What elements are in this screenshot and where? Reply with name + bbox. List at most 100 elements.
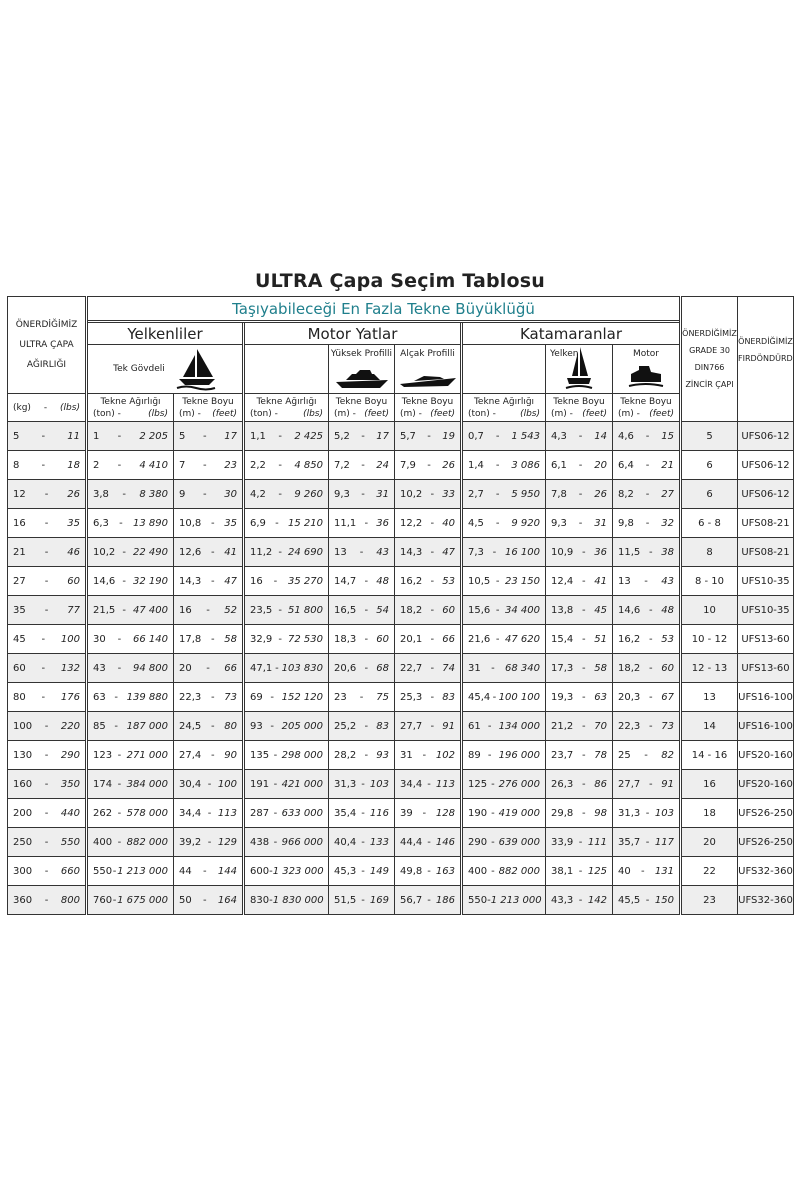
- metric-value: 39,2: [179, 836, 202, 848]
- separator: -: [278, 546, 282, 558]
- imperial-value: 14: [594, 430, 607, 442]
- metric-value: 250: [13, 836, 33, 848]
- value-pair: 14,6-48: [614, 605, 680, 616]
- value-cell: 40-131: [612, 856, 681, 886]
- metric-value: 10,8: [179, 517, 202, 529]
- header-line: DIN766: [694, 363, 725, 372]
- value-cell: 39,2-129: [173, 827, 244, 857]
- imperial-value: 4 850: [294, 459, 323, 471]
- low-profile-label: Alçak Profilli: [400, 349, 455, 359]
- metric-value: 4,2: [250, 488, 266, 500]
- value-pair: 262-578 000: [90, 807, 173, 819]
- separator: -: [44, 604, 49, 616]
- separator: -: [645, 517, 650, 529]
- value-pair: 14,3-47: [396, 547, 461, 558]
- imperial-value: 77: [67, 604, 80, 616]
- separator: -: [364, 720, 369, 732]
- imperial-value: 15 210: [287, 517, 323, 529]
- value-cell: 4,5-9 920: [460, 508, 546, 538]
- swivel-header: ÖNERDİĞİMİZ FIRDÖNDÜRDÜ: [737, 296, 794, 422]
- chain-size-cell: 6 - 8: [679, 508, 738, 538]
- imperial-value: 131: [654, 865, 674, 877]
- value-pair: 1,4-3 086: [465, 460, 545, 471]
- value-pair: 25,2-83: [330, 720, 394, 732]
- value-pair: 250-550: [9, 836, 86, 848]
- metric-value: 6,1: [551, 459, 567, 471]
- value-cell: 135-298 000: [242, 740, 329, 770]
- imperial-value: 46: [67, 546, 80, 558]
- unit-b: (lbs): [520, 408, 540, 419]
- value-cell: 191-421 000: [242, 769, 329, 799]
- value-pair: 43-94 800: [90, 662, 173, 674]
- metric-value: 7,2: [334, 459, 350, 471]
- separator: -: [122, 488, 126, 500]
- value-pair: 10,9-36: [547, 546, 612, 558]
- imperial-value: 26: [442, 459, 455, 471]
- metric-value: 38,1: [551, 865, 574, 877]
- separator: -: [581, 575, 586, 587]
- metric-value: 200: [13, 807, 33, 819]
- metric-value: 11,2: [250, 546, 273, 558]
- chain-header: ÖNERDİĞİMİZ GRADE 30 DIN766 ZİNCİR ÇAPI: [679, 296, 738, 422]
- imperial-value: 67: [661, 691, 674, 703]
- metric-value: 16,5: [334, 604, 357, 616]
- unit-b: (feet): [364, 408, 389, 419]
- imperial-value: 94 800: [133, 662, 168, 674]
- imperial-value: 4 410: [139, 459, 168, 471]
- unit-b: (lbs): [303, 408, 323, 419]
- separator: -: [273, 807, 278, 819]
- separator: -: [273, 778, 278, 790]
- separator: -: [114, 691, 118, 703]
- value-pair: 15,6-34 400: [465, 605, 545, 616]
- value-pair: 6,4-21: [614, 459, 680, 471]
- value-pair: 50-164: [175, 895, 243, 906]
- separator: -: [361, 778, 365, 790]
- separator: -: [578, 430, 583, 442]
- value-pair: 5 - 17: [175, 431, 243, 442]
- imperial-value: 9 920: [511, 517, 540, 529]
- separator: -: [578, 459, 583, 471]
- value-cell: 550-1 213 000: [85, 856, 174, 886]
- unit-b: (feet): [582, 408, 607, 419]
- imperial-value: 8 380: [139, 488, 168, 500]
- separator: -: [270, 691, 274, 703]
- separator: -: [581, 546, 586, 558]
- metric-value: 21: [13, 546, 26, 558]
- value-pair: 16,2-53: [396, 576, 461, 587]
- imperial-value: 31: [594, 517, 607, 529]
- separator: -: [278, 633, 282, 645]
- value-pair: 2 - 4 410: [90, 459, 173, 471]
- separator: -: [207, 807, 212, 819]
- value-pair: 760-1 675 000: [90, 895, 173, 906]
- value-pair: 39,2-129: [175, 836, 243, 848]
- imperial-value: 163: [435, 865, 455, 877]
- imperial-value: 35: [67, 517, 80, 529]
- value-pair: 22,3-73: [175, 691, 243, 703]
- separator: -: [430, 662, 435, 674]
- metric-value: 22,3: [179, 691, 202, 703]
- chain-size-cell: 16: [679, 769, 738, 799]
- metric-value: 20: [179, 662, 192, 674]
- value-pair: 21,6-47 620: [465, 634, 545, 645]
- value-pair: 1,1-2 425: [247, 431, 328, 442]
- metric-value: 550: [93, 865, 113, 877]
- separator: -: [581, 807, 586, 819]
- metric-value: 9,3: [551, 517, 567, 529]
- imperial-value: 86: [594, 778, 607, 790]
- table-row: 27-60 14,6-32 190 14,3-47 16-35 270 14,7-48 1…: [7, 566, 794, 596]
- chain-size-cell: 8: [679, 537, 738, 567]
- separator: -: [645, 459, 650, 471]
- metric-value: 20,3: [618, 691, 641, 703]
- imperial-value: 47 400: [133, 604, 168, 616]
- separator: -: [117, 807, 122, 819]
- subheader-units: (m) - (feet): [175, 408, 243, 420]
- table-row: 8-18 2-4 410 7-23 2,2-4 850 7,2-24 7,9-26 1,4-…: [7, 450, 794, 480]
- metric-value: 20,6: [334, 662, 357, 674]
- metric-value: 33,9: [551, 836, 574, 848]
- imperial-value: 117: [654, 836, 674, 848]
- metric-value: 2: [93, 459, 100, 471]
- imperial-value: 78: [594, 749, 607, 761]
- swivel-cell: UFS20-160: [737, 740, 794, 770]
- separator: -: [207, 836, 212, 848]
- separator: -: [361, 836, 365, 848]
